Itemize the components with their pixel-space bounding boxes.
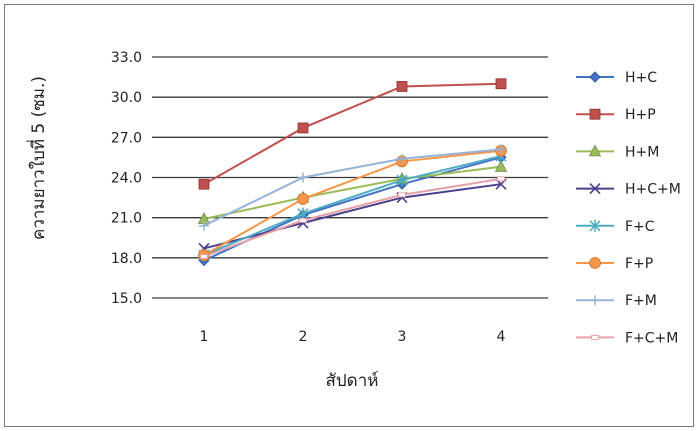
legend-item: H+C+M — [576, 182, 681, 198]
data-point-marker — [199, 220, 209, 231]
y-tick-label: 33.0 — [111, 50, 142, 66]
data-point-marker — [396, 81, 408, 92]
data-point-marker — [588, 144, 602, 157]
series-f-c-m — [200, 176, 505, 259]
legend-item: F+M — [576, 293, 657, 309]
x-axis-title: สัปดาห์ — [326, 371, 379, 391]
y-axis-title: ความยาวใบที่ 5 (ซม.) — [26, 76, 49, 240]
data-point-marker — [297, 122, 309, 134]
x-tick-label: 1 — [200, 329, 209, 345]
data-point-marker — [589, 257, 601, 269]
y-tick-label: 27.0 — [111, 130, 142, 146]
x-tick-label: 4 — [497, 329, 506, 345]
data-point-marker — [589, 71, 601, 83]
x-tick-label: 3 — [398, 329, 407, 345]
data-point-marker — [591, 334, 599, 340]
data-point-marker — [198, 178, 210, 190]
legend-item: H+C — [576, 70, 657, 86]
data-point-marker — [297, 193, 309, 205]
y-tick-label: 15.0 — [111, 291, 142, 307]
data-point-marker — [494, 159, 508, 172]
legend-item: H+P — [576, 107, 656, 123]
data-point-marker — [589, 108, 601, 120]
x-tick-labels: 1 2 3 4 — [200, 329, 506, 345]
data-point-marker — [298, 172, 308, 183]
data-point-marker — [398, 192, 406, 198]
gridlines — [152, 56, 548, 299]
legend-item: F+P — [576, 256, 653, 272]
data-point-marker — [200, 253, 208, 259]
legend-label: F+M — [625, 293, 657, 309]
legend-label: F+C+M — [625, 330, 678, 346]
series-h-m — [197, 159, 508, 224]
series-f-m — [199, 144, 506, 231]
data-point-marker — [590, 295, 600, 306]
data-point-marker — [496, 144, 506, 155]
data-point-marker — [397, 153, 407, 164]
legend-label: F+C — [625, 219, 655, 235]
series-line — [203, 155, 502, 257]
chart-frame — [4, 4, 694, 427]
series-line — [203, 165, 502, 220]
legend-label: H+M — [625, 144, 659, 160]
series-lines — [197, 78, 508, 267]
legend-label: H+C — [625, 70, 657, 86]
series-h-p — [198, 78, 507, 190]
series-line — [203, 82, 502, 186]
series-line — [203, 148, 502, 227]
legend: H+C H+P H+M H+C+M F+C F+P F+M F+C+M — [576, 70, 681, 346]
legend-label: F+P — [625, 256, 653, 272]
legend-label: H+P — [625, 107, 656, 123]
series-h-c — [198, 151, 507, 267]
series-line — [203, 177, 502, 258]
series-line — [203, 149, 502, 257]
legend-item: F+C — [576, 219, 655, 235]
data-point-marker — [297, 207, 309, 220]
y-tick-label: 18.0 — [111, 251, 142, 267]
series-f-p — [198, 144, 507, 262]
y-tick-label: 30.0 — [111, 90, 142, 106]
y-tick-labels: 15.0 18.0 21.0 24.0 27.0 30.0 33.0 — [111, 50, 142, 307]
data-point-marker — [495, 78, 507, 90]
data-point-marker — [589, 183, 601, 195]
data-point-marker — [497, 176, 505, 182]
data-point-marker — [299, 217, 307, 223]
series-line — [203, 183, 502, 250]
legend-item: F+C+M — [576, 330, 678, 346]
legend-item: H+M — [576, 144, 659, 160]
data-point-marker — [396, 174, 408, 187]
x-tick-label: 2 — [299, 329, 308, 345]
legend-label: H+C+M — [625, 182, 681, 198]
data-point-marker — [589, 219, 601, 232]
y-tick-label: 21.0 — [111, 211, 142, 227]
y-tick-label: 24.0 — [111, 171, 142, 187]
